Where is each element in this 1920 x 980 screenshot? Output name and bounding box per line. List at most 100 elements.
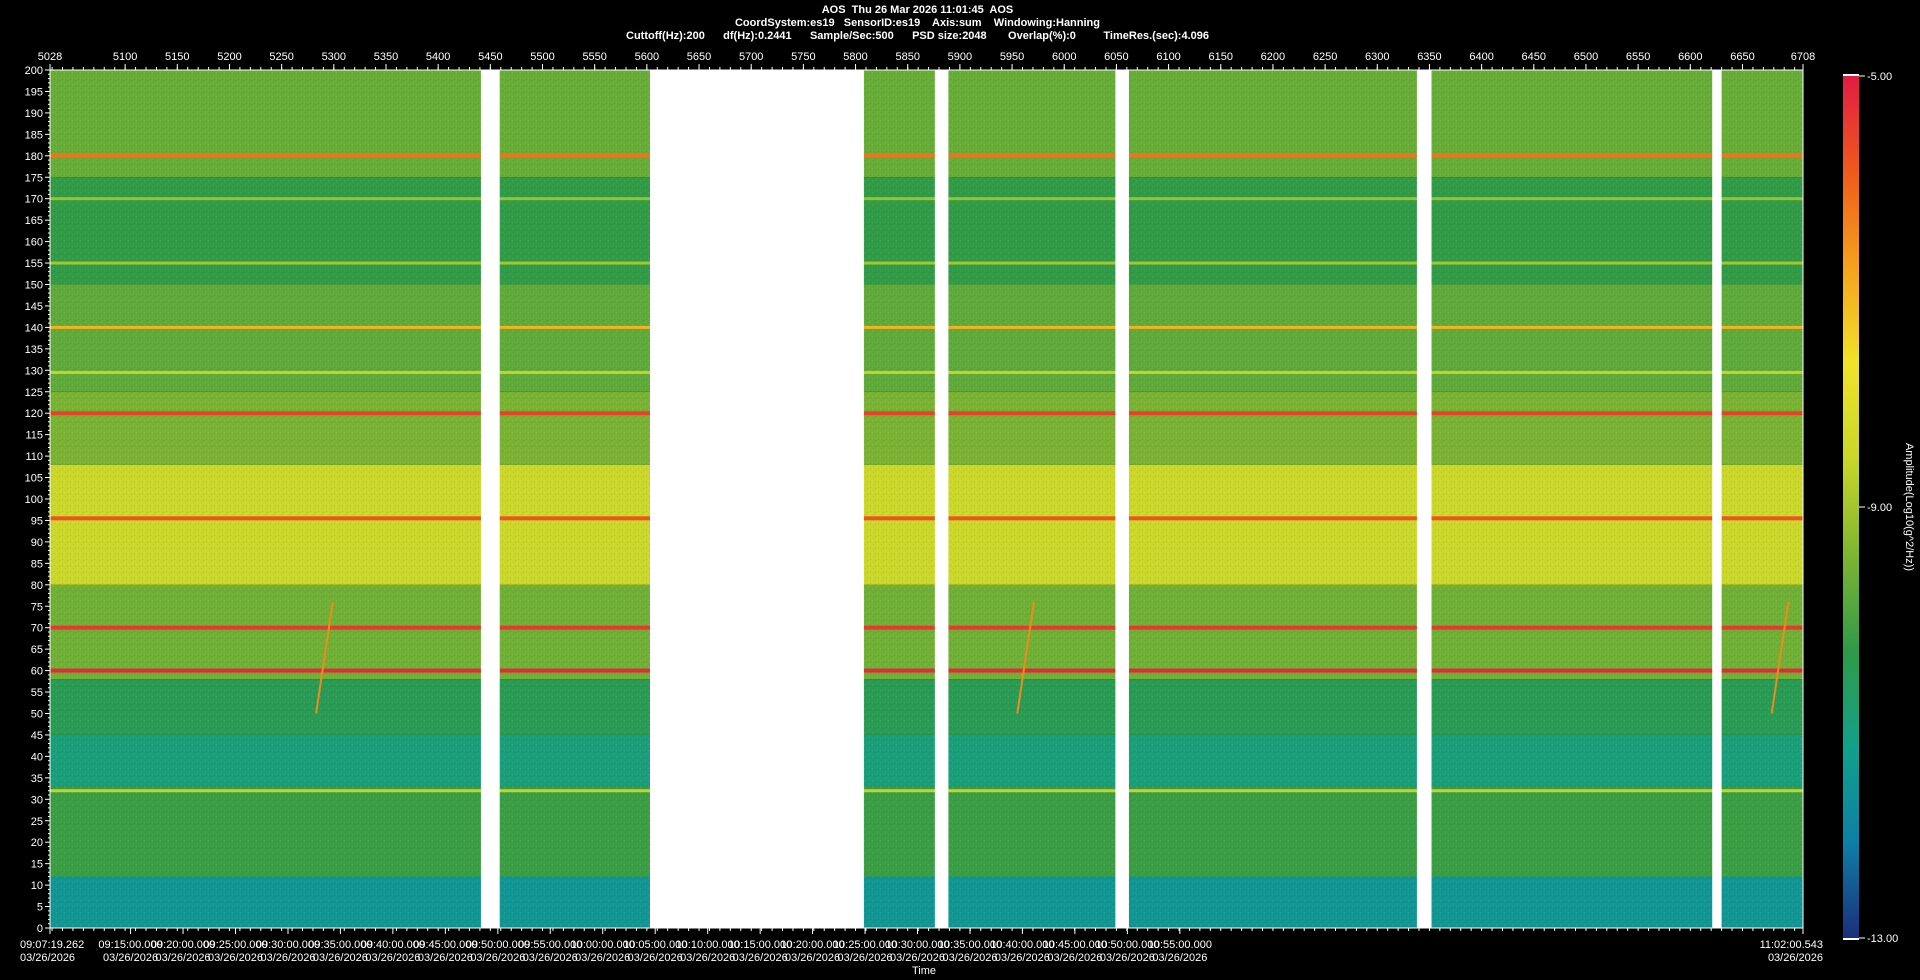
- spectrogram-texture: [50, 70, 1803, 928]
- top-tick-label: 5250: [269, 51, 293, 63]
- top-tick-label: 5600: [635, 51, 659, 63]
- x-tick-date: 03/26/2026: [365, 952, 420, 964]
- x-tick-date: 03/26/2026: [995, 952, 1050, 964]
- y-tick-label: 135: [25, 344, 43, 356]
- x-tick-date: 03/26/2026: [1768, 952, 1823, 964]
- top-tick-label: 5950: [1000, 51, 1024, 63]
- colorbar-max-marker: [1843, 74, 1859, 76]
- x-tick-time: 10:35:00.000: [938, 939, 1002, 951]
- tonal-line: [50, 325, 1803, 329]
- top-tick-label: 5800: [843, 51, 867, 63]
- tonal-line: [50, 668, 1803, 673]
- colorbar-tick-label: -5.00: [1867, 71, 1892, 83]
- top-tick-label: 6300: [1365, 51, 1389, 63]
- tonal-line: [50, 261, 1803, 265]
- x-tick-time: 10:50:00.000: [1095, 939, 1159, 951]
- data-gap: [1416, 70, 1432, 928]
- x-tick-date: 03/26/2026: [838, 952, 893, 964]
- y-tick-label: 170: [25, 194, 43, 206]
- x-tick-date: 03/26/2026: [470, 952, 525, 964]
- y-tick-label: 190: [25, 108, 43, 120]
- x-tick-date: 03/26/2026: [733, 952, 788, 964]
- top-tick-label: 6650: [1730, 51, 1754, 63]
- x-tick-time: 10:00:00.000: [571, 939, 635, 951]
- x-tick-time: 09:40:00.000: [361, 939, 425, 951]
- top-tick-label: 5028: [38, 51, 62, 63]
- y-tick-label: 70: [31, 623, 43, 635]
- colorbar: [1843, 76, 1859, 938]
- y-tick-label: 25: [31, 816, 43, 828]
- top-tick-label: 5700: [739, 51, 763, 63]
- tonal-line: [50, 370, 1803, 374]
- y-tick-label: 50: [31, 709, 43, 721]
- y-tick-label: 0: [37, 923, 43, 935]
- y-tick-label: 40: [31, 751, 43, 763]
- y-tick-label: 195: [25, 86, 43, 98]
- top-tick-label: 5750: [791, 51, 815, 63]
- x-tick-date: 03/26/2026: [628, 952, 683, 964]
- y-tick-label: 20: [31, 837, 43, 849]
- y-tick-label: 80: [31, 580, 43, 592]
- y-tick-label: 145: [25, 301, 43, 313]
- data-gap: [934, 70, 949, 928]
- top-tick-label: 5850: [895, 51, 919, 63]
- chart-title: AOS Thu 26 Mar 2026 11:01:45 AOS: [821, 4, 1014, 16]
- chart-header: AOS Thu 26 Mar 2026 11:01:45 AOS CoordSy…: [0, 4, 1835, 43]
- y-tick-label: 180: [25, 151, 43, 163]
- y-tick-label: 165: [25, 215, 43, 227]
- x-tick-time: 09:15:00.000: [98, 939, 162, 951]
- data-gap: [1115, 70, 1129, 928]
- x-tick-date: 03/26/2026: [680, 952, 735, 964]
- x-tick-date: 03/26/2026: [942, 952, 997, 964]
- x-tick-date: 03/26/2026: [890, 952, 945, 964]
- x-tick-date: 03/26/2026: [313, 952, 368, 964]
- colorbar-tick-label: -9.00: [1867, 502, 1892, 514]
- tonal-line: [50, 197, 1803, 201]
- x-axis-label: Time: [912, 965, 936, 977]
- x-tick-time: 11:02:00.543: [1760, 939, 1823, 951]
- top-tick-label: 6600: [1678, 51, 1702, 63]
- y-tick-label: 105: [25, 473, 43, 485]
- top-tick-label: 5200: [217, 51, 241, 63]
- y-tick-label: 60: [31, 666, 43, 678]
- y-tick-label: 125: [25, 387, 43, 399]
- x-tick-time: 09:30:00.000: [256, 939, 320, 951]
- top-tick-label: 6000: [1052, 51, 1076, 63]
- top-tick-label: 5650: [687, 51, 711, 63]
- top-tick-label: 6250: [1313, 51, 1337, 63]
- top-tick-label: 5900: [948, 51, 972, 63]
- y-tick-label: 130: [25, 365, 43, 377]
- x-tick-date: 03/26/2026: [103, 952, 158, 964]
- top-tick-label: 5100: [113, 51, 137, 63]
- y-tick-label: 185: [25, 129, 43, 141]
- top-tick-label: 6550: [1626, 51, 1650, 63]
- y-tick-label: 10: [31, 880, 43, 892]
- y-tick-label: 100: [25, 494, 43, 506]
- x-tick-time: 09:35:00.000: [308, 939, 372, 951]
- chart-subtitle-1: CoordSystem:es19 SensorID:es19 Axis:sum …: [734, 17, 1100, 29]
- y-tick-label: 115: [25, 430, 43, 442]
- data-gap: [649, 70, 864, 928]
- x-tick-time: 09:20:00.000: [151, 939, 215, 951]
- tonal-line: [50, 153, 1803, 158]
- data-gap: [1712, 70, 1722, 928]
- x-tick-time: 10:05:00.000: [623, 939, 687, 951]
- x-tick-time: 10:40:00.000: [990, 939, 1054, 951]
- y-tick-label: 90: [31, 537, 43, 549]
- top-tick-label: 6150: [1209, 51, 1233, 63]
- colorbar-min-marker: [1843, 938, 1859, 940]
- x-tick-date: 03/26/2026: [575, 952, 630, 964]
- x-tick-time: 09:50:00.000: [466, 939, 530, 951]
- tonal-line: [50, 516, 1803, 521]
- x-tick-time: 10:20:00.000: [780, 939, 844, 951]
- y-tick-label: 35: [31, 773, 43, 785]
- frequency-sweep: [1770, 601, 1790, 714]
- data-gap: [480, 70, 500, 928]
- y-tick-label: 30: [31, 794, 43, 806]
- top-tick-label: 5550: [582, 51, 606, 63]
- y-tick-label: 15: [31, 859, 43, 871]
- x-tick-time: 09:55:00.000: [518, 939, 582, 951]
- colorbar-label: Amplitude(Log10(g^2/Hz)): [1903, 443, 1915, 571]
- chart-subtitle-2: Cuttoff(Hz):200 df(Hz):0.2441 Sample/Sec…: [626, 30, 1209, 42]
- y-tick-label: 95: [31, 515, 43, 527]
